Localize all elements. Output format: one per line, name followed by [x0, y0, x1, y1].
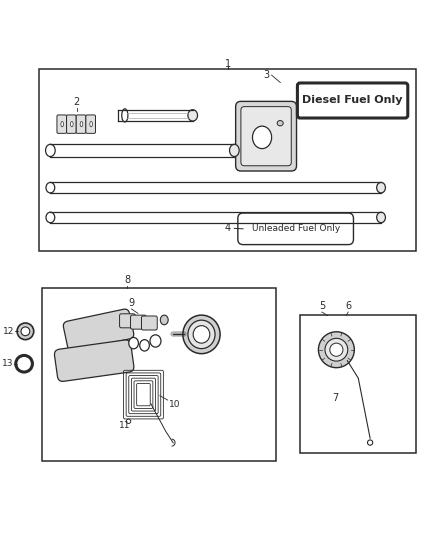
Ellipse shape [46, 182, 55, 193]
Ellipse shape [126, 419, 131, 424]
FancyBboxPatch shape [141, 316, 157, 330]
Ellipse shape [277, 120, 283, 126]
Text: Unleaded Fuel Only: Unleaded Fuel Only [251, 224, 340, 233]
Ellipse shape [46, 212, 55, 223]
Ellipse shape [122, 109, 128, 122]
FancyBboxPatch shape [120, 314, 135, 328]
Ellipse shape [367, 440, 373, 445]
Ellipse shape [188, 320, 215, 349]
Ellipse shape [71, 122, 73, 127]
Text: 11: 11 [119, 421, 131, 430]
Ellipse shape [377, 182, 385, 193]
Text: 3: 3 [263, 70, 269, 80]
FancyBboxPatch shape [54, 340, 134, 382]
Ellipse shape [21, 327, 30, 336]
Text: Diesel Fuel Only: Diesel Fuel Only [302, 95, 403, 106]
Text: 6: 6 [345, 301, 351, 311]
FancyBboxPatch shape [86, 115, 95, 133]
Ellipse shape [252, 126, 272, 149]
Text: 12: 12 [3, 327, 14, 336]
Bar [39, 69, 416, 251]
Ellipse shape [193, 326, 210, 343]
Ellipse shape [150, 335, 161, 347]
Bar [42, 288, 276, 462]
FancyBboxPatch shape [297, 83, 408, 118]
Ellipse shape [318, 332, 354, 368]
Ellipse shape [80, 122, 83, 127]
FancyBboxPatch shape [236, 101, 297, 171]
FancyBboxPatch shape [238, 213, 353, 245]
Ellipse shape [330, 343, 343, 356]
FancyBboxPatch shape [241, 107, 291, 166]
Text: 7: 7 [332, 393, 338, 403]
Text: 9: 9 [128, 298, 134, 308]
Text: 13: 13 [2, 359, 13, 368]
Ellipse shape [129, 337, 138, 349]
Text: 1: 1 [225, 59, 231, 69]
Ellipse shape [183, 315, 220, 354]
FancyBboxPatch shape [57, 115, 67, 133]
Ellipse shape [230, 144, 239, 157]
Text: 10: 10 [169, 400, 180, 409]
FancyBboxPatch shape [76, 115, 86, 133]
Text: 5: 5 [319, 301, 325, 311]
FancyBboxPatch shape [67, 115, 76, 133]
Text: 2: 2 [74, 96, 80, 107]
Ellipse shape [90, 122, 92, 127]
Ellipse shape [188, 110, 198, 121]
Ellipse shape [61, 122, 64, 127]
Text: 4: 4 [225, 223, 231, 233]
Ellipse shape [377, 212, 385, 223]
Ellipse shape [140, 340, 149, 351]
FancyBboxPatch shape [131, 315, 146, 329]
Ellipse shape [17, 323, 34, 340]
Bar [300, 314, 416, 453]
Ellipse shape [160, 315, 168, 325]
Ellipse shape [325, 338, 348, 361]
FancyBboxPatch shape [64, 309, 134, 351]
Text: 8: 8 [124, 276, 130, 285]
Ellipse shape [46, 144, 55, 157]
